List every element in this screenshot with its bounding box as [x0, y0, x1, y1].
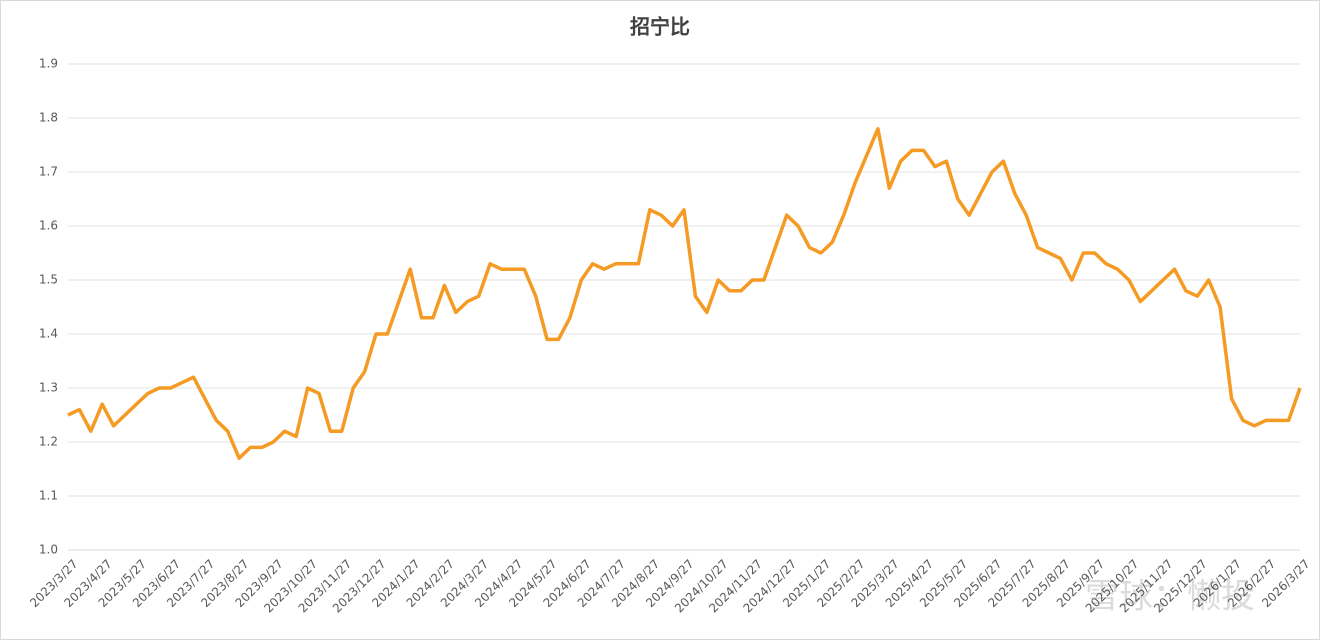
y-tick-label: 1.3	[39, 381, 58, 395]
y-tick-label: 1.8	[39, 111, 58, 125]
data-line	[67, 127, 1302, 460]
chart-title: 招宁比	[630, 15, 690, 39]
watermark: 雪球：懒投	[1085, 577, 1255, 617]
y-tick-label: 1.4	[39, 327, 58, 341]
y-tick-label: 1.7	[39, 165, 58, 179]
y-tick-label: 1.9	[39, 57, 58, 71]
y-tick-label: 1.5	[39, 273, 58, 287]
y-tick-label: 1.2	[39, 435, 58, 449]
y-tick-label: 1.1	[39, 489, 58, 503]
y-tick-label: 1.6	[39, 219, 58, 233]
y-tick-label: 1.0	[39, 543, 58, 557]
